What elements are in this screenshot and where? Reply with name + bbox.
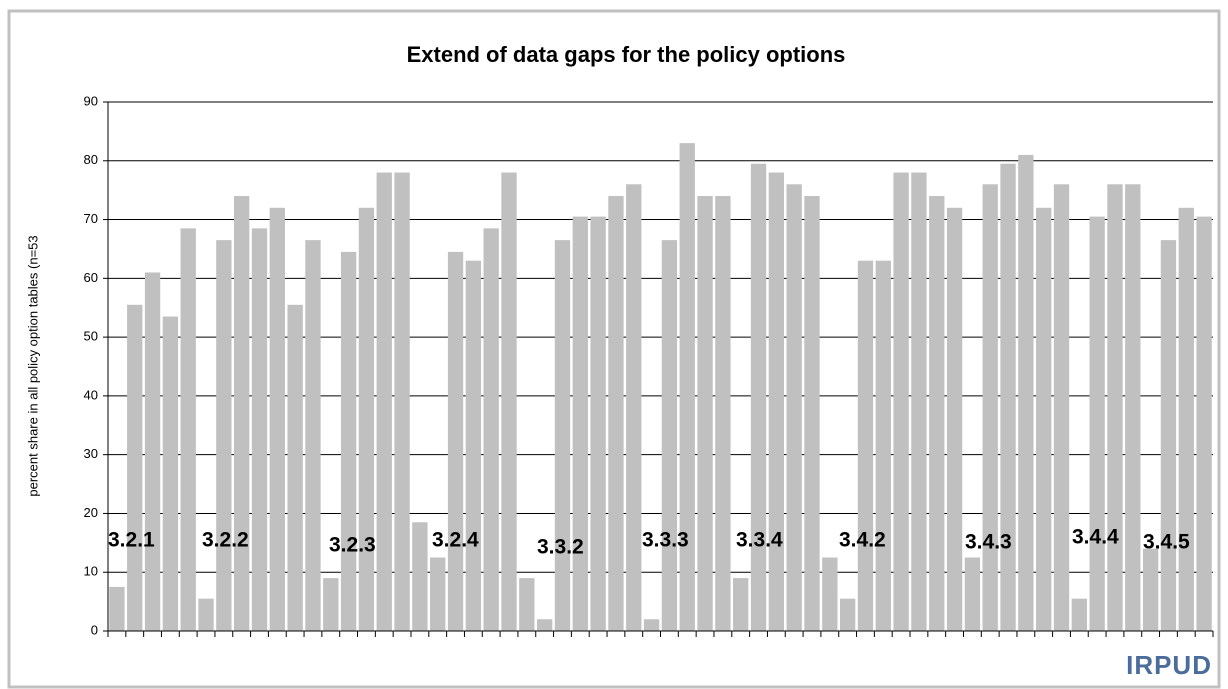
bar <box>465 260 482 631</box>
bar <box>786 184 802 632</box>
bar <box>661 240 678 631</box>
bar <box>269 207 285 632</box>
bar <box>626 184 642 632</box>
bar <box>679 143 695 631</box>
y-tick-label: 10 <box>84 564 98 579</box>
group-label: 3.3.3 <box>642 529 689 552</box>
bar <box>430 557 446 631</box>
bar <box>216 240 232 631</box>
group-label: 3.2.2 <box>202 529 249 552</box>
bar <box>1036 207 1052 632</box>
group-label: 3.4.5 <box>1143 531 1190 554</box>
bar <box>1089 216 1105 631</box>
bar <box>394 172 410 632</box>
bar <box>1125 184 1141 632</box>
y-tick-label: 70 <box>84 211 98 226</box>
group-label: 3.3.4 <box>736 529 783 552</box>
bar <box>358 207 375 632</box>
y-tick-label: 90 <box>84 93 98 108</box>
bar <box>643 619 660 631</box>
bar <box>608 196 624 632</box>
bar <box>376 172 392 632</box>
bar <box>572 216 588 631</box>
bar <box>964 557 981 631</box>
bar <box>519 578 535 631</box>
y-tick-label: 20 <box>84 505 98 520</box>
bar <box>697 196 713 632</box>
logo: IRPUD <box>1126 650 1212 680</box>
bar <box>323 578 339 631</box>
bar <box>1160 240 1177 631</box>
chart-title: Extend of data gaps for the policy optio… <box>407 42 846 67</box>
bar <box>1142 548 1159 631</box>
group-label: 3.2.3 <box>329 534 376 557</box>
y-tick-label: 40 <box>84 387 98 402</box>
group-label: 3.2.4 <box>432 529 479 552</box>
y-tick-label: 50 <box>84 329 98 344</box>
bar <box>127 304 143 631</box>
bar <box>1000 163 1016 631</box>
group-label: 3.2.1 <box>108 529 155 552</box>
bar <box>287 304 303 631</box>
bar <box>1053 184 1070 632</box>
bar <box>144 272 161 631</box>
bar <box>733 578 749 631</box>
y-axis-label: percent share in all policy option table… <box>25 235 40 496</box>
group-label: 3.4.3 <box>965 531 1012 554</box>
bar <box>234 196 250 632</box>
bar <box>1071 598 1087 631</box>
bar <box>501 172 517 632</box>
bar <box>982 184 998 632</box>
bar <box>857 260 874 631</box>
bar <box>340 251 357 631</box>
bar <box>875 260 891 631</box>
bar <box>768 172 785 632</box>
y-tick-label: 80 <box>84 152 98 167</box>
bar <box>412 522 428 631</box>
bar <box>198 598 214 631</box>
bar <box>839 598 856 631</box>
bar <box>251 228 268 631</box>
bar <box>911 172 927 632</box>
bar <box>483 228 499 631</box>
bar <box>1018 154 1034 631</box>
bar <box>536 619 553 631</box>
bar <box>590 216 606 631</box>
y-tick-label: 60 <box>84 270 98 285</box>
bar <box>305 240 321 631</box>
bar <box>1178 207 1194 632</box>
bar <box>1107 184 1123 632</box>
bar <box>109 586 125 631</box>
bar <box>946 207 963 632</box>
group-label: 3.3.2 <box>537 536 584 559</box>
bar <box>929 196 945 632</box>
group-label: 3.4.4 <box>1072 526 1119 549</box>
y-tick-label: 30 <box>84 446 98 461</box>
bar <box>1196 216 1212 631</box>
y-tick-label: 0 <box>91 622 98 637</box>
bar <box>180 228 196 631</box>
bar <box>822 557 838 631</box>
bar <box>554 240 571 631</box>
bar <box>893 172 909 632</box>
bar <box>162 316 179 631</box>
bar <box>804 196 820 632</box>
group-label: 3.4.2 <box>839 529 886 552</box>
bar <box>750 163 767 631</box>
bar <box>447 251 464 631</box>
bar <box>715 196 731 632</box>
